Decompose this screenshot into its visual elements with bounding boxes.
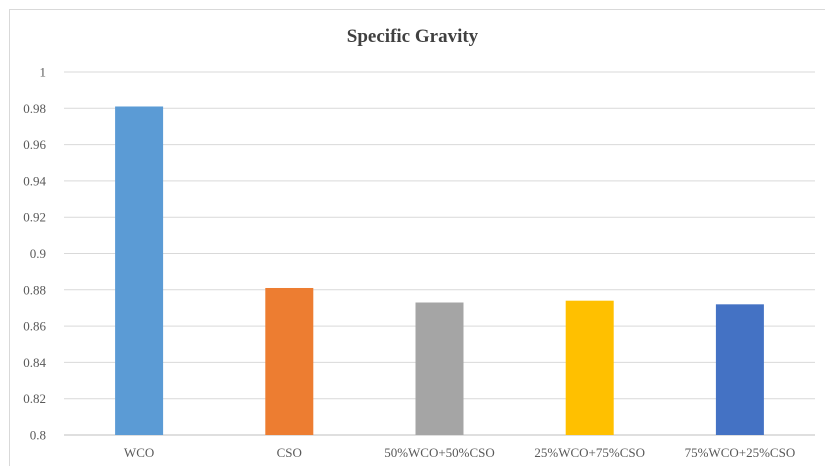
y-tick-label: 0.84 xyxy=(23,355,46,370)
y-tick-label: 0.96 xyxy=(23,137,46,152)
y-tick-label: 0.92 xyxy=(23,210,46,225)
y-tick-label: 0.88 xyxy=(23,282,46,297)
x-tick-label: WCO xyxy=(124,445,154,460)
x-tick-label: 50%WCO+50%CSO xyxy=(384,445,495,460)
x-tick-label: 75%WCO+25%CSO xyxy=(685,445,796,460)
y-tick-label: 0.86 xyxy=(23,319,46,334)
y-tick-label: 0.9 xyxy=(30,246,46,261)
y-tick-label: 0.94 xyxy=(23,173,46,188)
y-tick-label: 0.8 xyxy=(30,428,46,443)
bar xyxy=(565,300,614,435)
chart-title: Specific Gravity xyxy=(346,26,479,47)
x-tick-label: 25%WCO+75%CSO xyxy=(534,445,645,460)
y-tick-label: 1 xyxy=(40,65,47,80)
bar xyxy=(715,304,764,435)
bars xyxy=(115,106,764,436)
bar xyxy=(415,302,464,435)
x-axis-ticks: WCO CSO 50%WCO+50%CSO 25%WCO+75%CSO 75%WCO+2… xyxy=(124,445,795,460)
bar xyxy=(265,287,314,435)
y-axis-ticks: 0.8 0.82 0.84 0.86 0.88 0.9 0.92 0.94 0.96 0.98 1 xyxy=(23,65,46,443)
bar xyxy=(115,106,164,436)
y-tick-label: 0.82 xyxy=(23,391,46,406)
x-tick-label: CSO xyxy=(277,445,302,460)
gridlines xyxy=(64,71,815,436)
y-tick-label: 0.98 xyxy=(23,101,46,116)
